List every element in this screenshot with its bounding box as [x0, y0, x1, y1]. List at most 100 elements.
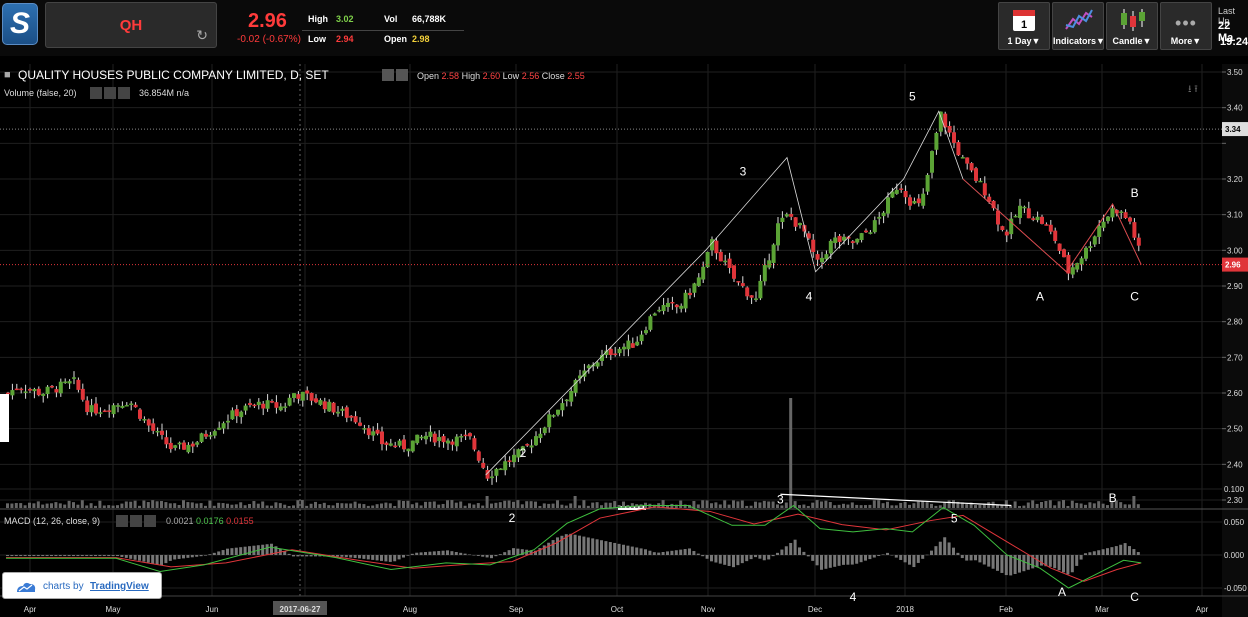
volume-legend-buttons[interactable] [90, 87, 134, 99]
volume-bar [952, 500, 955, 508]
candle-up [833, 237, 838, 244]
volume-bar [102, 505, 106, 508]
macd-histogram-bar [1013, 555, 1017, 575]
eye-icon[interactable] [90, 87, 102, 99]
candle-up [938, 111, 943, 132]
refresh-icon[interactable]: ↻ [196, 27, 208, 43]
close-icon[interactable] [144, 515, 156, 527]
macd-histogram-bar [221, 550, 225, 555]
volume-bar [353, 501, 357, 508]
candle-down [811, 239, 816, 252]
volume-bar [934, 505, 938, 508]
legend-buttons[interactable] [382, 69, 412, 81]
volume-bar [217, 502, 221, 508]
chart-panel[interactable]: 3.50 3.40 3.20 3.10 3.00 2.90 2.80 2.70 2.60 2.50… [0, 64, 1248, 617]
volume-bar [446, 500, 449, 508]
macd-histogram-bar [886, 552, 889, 555]
macd-histogram-bar [173, 555, 177, 560]
macd-histogram-bar [802, 551, 806, 555]
volume-bar [855, 504, 859, 508]
candle-down [965, 157, 970, 164]
volume-bar [1097, 501, 1101, 508]
macd-histogram-bar [270, 543, 273, 555]
candle-up [397, 440, 402, 446]
macd-histogram-bar [252, 545, 256, 555]
volume-bar [982, 503, 986, 508]
volume-bar [798, 505, 801, 508]
candle-up [318, 400, 323, 405]
price-chart[interactable]: 3.50 3.40 3.20 3.10 3.00 2.90 2.80 2.70 2.60 2.50… [0, 64, 1248, 617]
volume-bar [1022, 505, 1026, 508]
eye-icon[interactable] [116, 515, 128, 527]
volume-bar [903, 502, 907, 508]
macd-histogram-bar [142, 555, 146, 562]
close-icon[interactable] [118, 87, 130, 99]
macd-histogram-bar [956, 552, 960, 555]
gear-icon[interactable] [130, 515, 142, 527]
candle-down [274, 402, 279, 408]
open-label: Open [384, 34, 408, 44]
volume-bar [604, 502, 608, 508]
volume-bar [168, 503, 172, 508]
volume-bar [278, 503, 282, 508]
period-button[interactable]: 1 1 Day▼ [998, 2, 1050, 50]
volume-bar [556, 500, 559, 508]
app-logo[interactable]: S [2, 3, 38, 45]
more-button[interactable]: ••• More▼ [1160, 2, 1212, 50]
macd-histogram-bar [208, 554, 212, 555]
candle-down [485, 469, 490, 479]
gear-icon[interactable] [396, 69, 408, 81]
macd-histogram-bar [696, 553, 700, 555]
candle-down [1136, 237, 1141, 246]
candle-up [208, 435, 213, 437]
open-value: 2.98 [412, 34, 430, 44]
chart-type-button[interactable]: Candle▼ [1106, 2, 1158, 50]
volume-bar [542, 503, 546, 508]
macd-histogram-bar [850, 555, 854, 565]
macd-histogram-bar [164, 555, 168, 564]
volume-bar [679, 500, 683, 508]
last-price: 2.96 [248, 10, 287, 32]
macd-histogram-bar [520, 549, 524, 555]
macd-histogram-bar [820, 555, 823, 570]
volume-bar [776, 504, 779, 508]
eye-icon[interactable] [382, 69, 394, 81]
macd-histogram-bar [1084, 553, 1087, 555]
scale-buttons[interactable]: ⭳ ⭱ [1188, 84, 1198, 95]
macd-histogram-bar [560, 535, 564, 555]
candle-up [872, 220, 877, 233]
candle-up [930, 151, 934, 173]
macd-histogram-bar [652, 552, 656, 555]
macd-histogram-bar [754, 555, 757, 558]
candle-up [336, 411, 340, 414]
macd-histogram-bar [1018, 555, 1021, 573]
candle-up [767, 260, 772, 268]
candle-up [723, 260, 728, 263]
macd-histogram-bar [1031, 555, 1035, 569]
macd-histogram-bar [230, 548, 234, 555]
volume-bar [705, 500, 709, 508]
candle-up [362, 428, 367, 430]
macd-histogram-bar [727, 555, 731, 566]
macd-histogram-bar [934, 546, 938, 555]
side-panel-toggle[interactable] [0, 394, 9, 442]
gear-icon[interactable] [104, 87, 116, 99]
candle-up [265, 400, 270, 409]
chart-settings-icon[interactable]: ■ [4, 69, 11, 81]
candle-up [72, 377, 76, 379]
tradingview-badge[interactable]: charts by TradingView [2, 572, 162, 599]
candle-up [890, 191, 895, 198]
candle-up [586, 365, 591, 369]
vol-value: 66,788K [412, 14, 447, 24]
badge-brand[interactable]: TradingView [90, 581, 149, 592]
macd-histogram-bar [912, 555, 916, 568]
volume-bar [160, 501, 163, 508]
symbol-selector[interactable]: QH ↻ [45, 2, 217, 48]
macd-histogram-bar [903, 555, 907, 563]
volume-bar [925, 502, 929, 508]
candle-down [402, 439, 406, 450]
time-axis-label: Feb [999, 605, 1013, 614]
candle-down [1031, 218, 1036, 220]
macd-legend-buttons[interactable] [116, 515, 160, 527]
indicators-button[interactable]: Indicators▼ [1052, 2, 1105, 50]
